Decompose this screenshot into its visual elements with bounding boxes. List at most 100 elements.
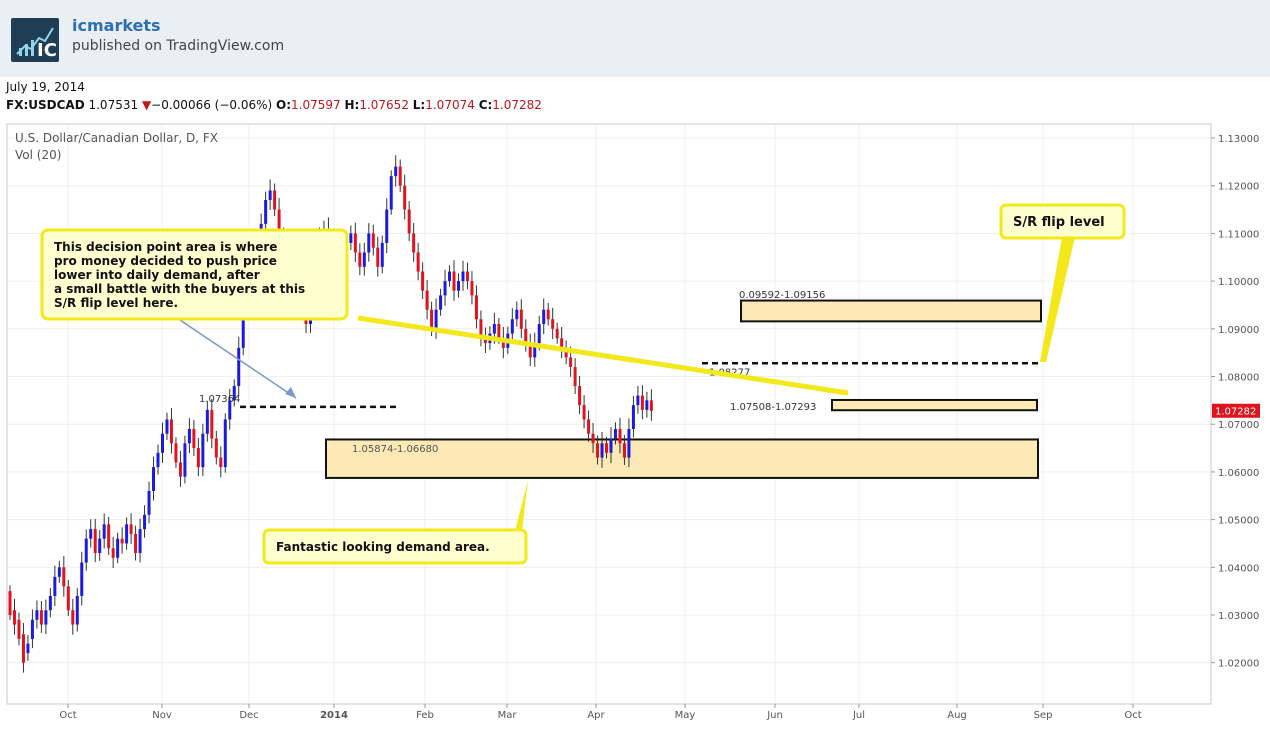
candle-body: [107, 524, 111, 549]
publisher-logo[interactable]: IC: [11, 18, 59, 62]
candle-body: [439, 295, 443, 310]
candle: [12, 598, 16, 635]
trend-line: [357, 315, 849, 396]
candle: [524, 319, 528, 352]
candle-body: [35, 610, 39, 620]
candle: [443, 269, 447, 306]
candle-body: [645, 400, 649, 410]
candle-body: [443, 281, 447, 296]
decision-note-line: pro money decided to push price: [54, 254, 277, 268]
zone-box: [740, 299, 1042, 323]
candle-body: [120, 538, 124, 544]
candle-body: [627, 428, 631, 458]
price-change: −0.00066 (−0.06%): [151, 98, 273, 112]
candle-body: [569, 357, 573, 367]
candle-body: [264, 200, 268, 224]
candle: [362, 242, 366, 276]
candle-body: [385, 209, 389, 243]
y-tick-label: 1.04000: [1218, 563, 1259, 574]
candle: [183, 435, 187, 484]
candle: [201, 423, 205, 477]
candle: [62, 555, 66, 597]
y-tick-label: 1.05000: [1218, 516, 1259, 527]
quote-line: FX:USDCAD 1.07531 ▼−0.00066 (−0.06%) O:1…: [6, 98, 542, 112]
candle: [196, 438, 200, 477]
x-tick-label: Feb: [416, 710, 434, 721]
candle: [542, 298, 546, 335]
candle: [165, 412, 169, 440]
last-price-label: 1.07282: [1215, 407, 1256, 418]
candle-body: [169, 419, 173, 444]
candle-body: [75, 595, 79, 625]
candle-body: [174, 443, 178, 463]
candle: [192, 420, 196, 457]
candle-body: [165, 419, 169, 434]
last-price: 1.07531: [88, 98, 139, 112]
y-tick-label: 1.12000: [1218, 182, 1259, 193]
candle: [26, 635, 30, 661]
candle: [398, 159, 402, 193]
candle: [349, 225, 353, 251]
candle: [156, 444, 160, 475]
y-tick-label: 1.10000: [1218, 277, 1259, 288]
candle: [214, 430, 218, 465]
candle-body: [613, 428, 617, 439]
candle: [8, 585, 12, 621]
price-axis[interactable]: 1.02000 1.03000 1.04000 1.05000 1.06000 1.070…: [1211, 134, 1259, 670]
close-value: 1.07282: [492, 98, 542, 112]
candle: [407, 201, 411, 242]
candle: [17, 612, 21, 646]
candle-body: [492, 324, 496, 334]
candle-body: [519, 309, 523, 329]
candle-body: [362, 252, 366, 267]
candle: [636, 385, 640, 414]
candle-body: [187, 428, 191, 444]
candle: [187, 418, 191, 454]
candle: [412, 223, 416, 262]
time-axis[interactable]: Oct Nov Dec 2014 Feb Mar Apr May Jun Jul Aug Sep Oct: [59, 704, 1142, 721]
candle-body: [636, 395, 640, 406]
candle-body: [228, 400, 232, 420]
decision-note-line: a small battle with the buyers at this: [54, 282, 305, 296]
candle-body: [564, 347, 568, 358]
close-label: C:: [478, 98, 493, 112]
candle: [71, 598, 75, 635]
publisher-name[interactable]: icmarkets: [72, 16, 161, 35]
candle-body: [111, 548, 115, 558]
candle: [143, 505, 147, 538]
candle: [232, 379, 236, 407]
x-tick-label: Mar: [498, 710, 518, 721]
candle-body: [609, 438, 613, 453]
candle-body: [183, 443, 187, 477]
candle: [353, 222, 357, 263]
candle: [609, 427, 613, 464]
candle: [389, 170, 393, 215]
candle-body: [219, 457, 223, 468]
x-tick-label: Nov: [152, 710, 172, 721]
candle: [385, 198, 389, 254]
candle-body: [71, 610, 75, 625]
candle: [474, 285, 478, 329]
x-tick-label: Apr: [587, 710, 605, 721]
supply-demand-zones: 0.09592-1.09156 1.07508-1.07293 1.05874-1.…: [325, 290, 1042, 479]
candle: [120, 527, 124, 554]
candle-body: [425, 290, 429, 310]
candle: [125, 517, 129, 550]
candle: [649, 389, 653, 421]
y-tick-label: 1.07000: [1218, 420, 1259, 431]
candle: [44, 599, 48, 635]
candle-body: [430, 309, 434, 329]
candle: [80, 551, 84, 606]
candle-body: [515, 309, 519, 320]
candle-body: [48, 595, 52, 611]
candle-body: [407, 209, 411, 234]
candle-body: [582, 405, 586, 420]
y-tick-label: 1.13000: [1218, 134, 1259, 145]
candle-body: [448, 271, 452, 282]
candle-body: [421, 271, 425, 291]
candle: [627, 418, 631, 468]
candle: [57, 560, 61, 583]
indicator-label: Vol (20): [15, 148, 61, 162]
